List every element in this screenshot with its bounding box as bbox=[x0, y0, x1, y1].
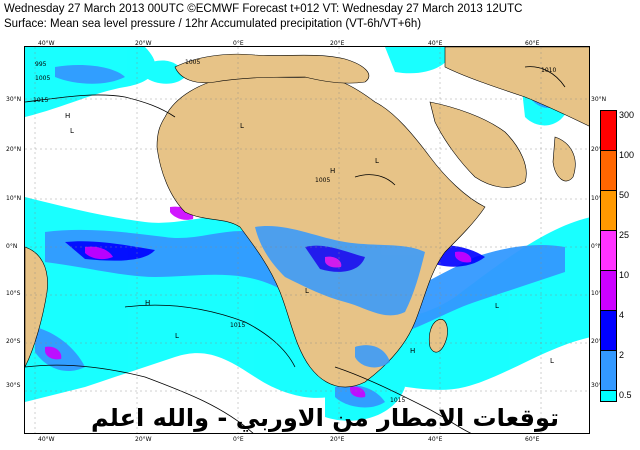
lon-label-bottom: 20°E bbox=[330, 436, 345, 443]
lat-label-right: 10°S bbox=[591, 290, 606, 297]
lon-label-bottom: 40°W bbox=[38, 436, 55, 443]
lon-label-top: 40°W bbox=[38, 40, 55, 47]
lat-label-right: 30°N bbox=[591, 96, 607, 103]
isobar-label: 1005 bbox=[315, 177, 331, 184]
legend-tick: 0.5 bbox=[619, 390, 632, 400]
legend-tick: 100 bbox=[619, 150, 635, 160]
pressure-centre: L bbox=[550, 357, 554, 365]
legend-swatch bbox=[600, 230, 617, 272]
pressure-centre: H bbox=[145, 299, 151, 307]
legend-tick: 2 bbox=[619, 350, 625, 360]
forecast-title: Wednesday 27 March 2013 00UTC ©ECMWF For… bbox=[4, 3, 523, 15]
lat-label-left: 10°N bbox=[6, 195, 22, 202]
legend-tick: 25 bbox=[619, 230, 630, 240]
pressure-centre: L bbox=[175, 332, 179, 340]
legend-swatch bbox=[600, 310, 617, 352]
legend-tick: 300 bbox=[619, 110, 635, 120]
lon-label-top: 20°E bbox=[330, 40, 345, 47]
legend-tick: 4 bbox=[619, 310, 625, 320]
legend-swatch bbox=[600, 270, 617, 312]
lat-label-left: 0°N bbox=[6, 243, 18, 250]
lon-label-bottom: 60°E bbox=[525, 436, 540, 443]
map-canvas bbox=[25, 47, 589, 433]
legend-swatch bbox=[600, 390, 617, 402]
legend-swatch bbox=[600, 150, 617, 192]
pressure-centre: H bbox=[330, 167, 336, 175]
pressure-centre: L bbox=[305, 287, 309, 295]
lat-label-right: 20°S bbox=[591, 338, 606, 345]
lat-label-left: 30°S bbox=[6, 382, 21, 389]
lat-label-right: 10°N bbox=[591, 195, 607, 202]
pressure-centre: L bbox=[240, 122, 244, 130]
lon-label-top: 0°E bbox=[233, 40, 244, 47]
isobar-label: 1005 bbox=[35, 75, 51, 82]
isobar-label: 995 bbox=[35, 61, 47, 68]
precip-over-land bbox=[255, 225, 425, 368]
pressure-centre: L bbox=[375, 157, 379, 165]
isobars bbox=[25, 66, 566, 433]
lat-label-right: 30°S bbox=[591, 382, 606, 389]
graticule bbox=[25, 47, 589, 433]
isobar-label: 1015 bbox=[230, 322, 246, 329]
isobar-label: 1015 bbox=[33, 97, 49, 104]
forecast-map: 995 1005 1015 1005 1010 1005 1015 1015 H… bbox=[24, 46, 590, 434]
lon-label-bottom: 20°W bbox=[135, 436, 152, 443]
lon-label-bottom: 40°E bbox=[428, 436, 443, 443]
lon-label-top: 20°W bbox=[135, 40, 152, 47]
lat-label-left: 30°N bbox=[6, 96, 22, 103]
legend-tick: 50 bbox=[619, 190, 630, 200]
arabic-caption: توقعات الامطار من الاوربي - والله اعلم bbox=[90, 404, 560, 432]
isobar-label: 1005 bbox=[185, 59, 201, 66]
pressure-centre: H bbox=[410, 347, 416, 355]
isobar-label: 1010 bbox=[541, 67, 557, 74]
lon-label-top: 60°E bbox=[525, 40, 540, 47]
pressure-centre: L bbox=[495, 302, 499, 310]
lon-label-top: 40°E bbox=[428, 40, 443, 47]
lon-label-bottom: 0°E bbox=[233, 436, 244, 443]
isobar-label: 1015 bbox=[390, 397, 406, 404]
lat-label-left: 20°S bbox=[6, 338, 21, 345]
legend-swatch bbox=[600, 110, 617, 152]
legend-tick: 10 bbox=[619, 270, 630, 280]
legend-swatch bbox=[600, 350, 617, 392]
lat-label-left: 20°N bbox=[6, 146, 22, 153]
legend-swatch bbox=[600, 190, 617, 232]
lat-label-right: 0°N bbox=[591, 243, 603, 250]
pressure-centre: H bbox=[65, 112, 71, 120]
pressure-centre: L bbox=[70, 127, 74, 135]
forecast-subtitle: Surface: Mean sea level pressure / 12hr … bbox=[4, 18, 422, 30]
lat-label-right: 20°N bbox=[591, 146, 607, 153]
lat-label-left: 10°S bbox=[6, 290, 21, 297]
